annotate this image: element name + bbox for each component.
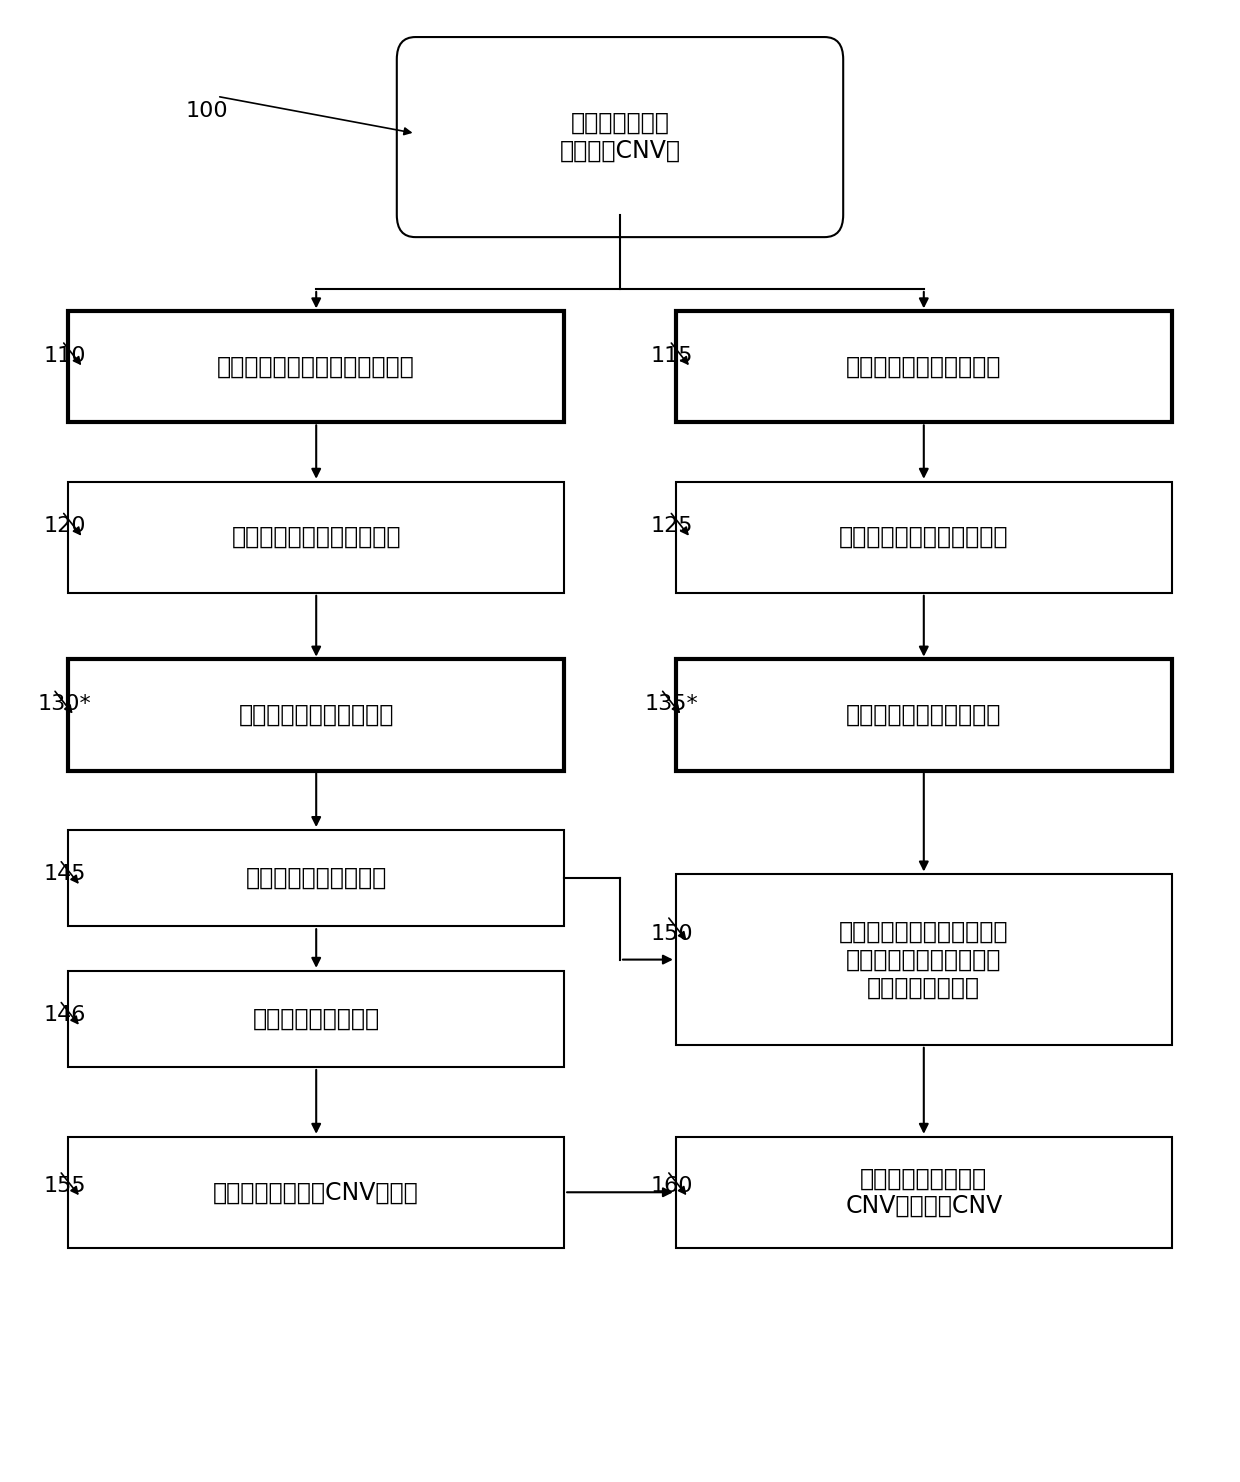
FancyBboxPatch shape <box>68 311 564 422</box>
FancyBboxPatch shape <box>68 482 564 593</box>
Text: 150: 150 <box>651 923 693 944</box>
FancyBboxPatch shape <box>676 659 1172 771</box>
Text: 测序合格核酸的至少一部分: 测序合格核酸的至少一部分 <box>232 525 401 550</box>
FancyBboxPatch shape <box>68 1137 564 1248</box>
Text: 115: 115 <box>651 345 693 366</box>
FancyBboxPatch shape <box>676 482 1172 593</box>
Text: 测序测试核酸的至少一部分: 测序测试核酸的至少一部分 <box>839 525 1008 550</box>
Text: 130*: 130* <box>37 694 91 714</box>
Text: 鉴定合格的归一化序列: 鉴定合格的归一化序列 <box>246 865 387 891</box>
Text: 确定测试序列标签覆盖率: 确定测试序列标签覆盖率 <box>846 702 1002 728</box>
Text: 100: 100 <box>186 101 228 122</box>
Text: 146: 146 <box>43 1005 86 1026</box>
Text: 确定合格的序列剂量: 确定合格的序列剂量 <box>253 1006 379 1031</box>
Text: 基于目的序列和相应的归一
化序列的序列标签覆盖率
确定测试序列剂量: 基于目的序列和相应的归一 化序列的序列标签覆盖率 确定测试序列剂量 <box>839 920 1008 999</box>
Text: 获得包含核酸的测试样本: 获得包含核酸的测试样本 <box>846 354 1002 379</box>
Text: 160: 160 <box>651 1175 693 1196</box>
FancyBboxPatch shape <box>676 874 1172 1045</box>
Text: 125: 125 <box>651 516 693 536</box>
Text: 155: 155 <box>43 1175 86 1196</box>
FancyBboxPatch shape <box>68 830 564 926</box>
Text: 145: 145 <box>43 864 86 885</box>
Text: 使用测试序列剂量和
CNV阈值确定CNV: 使用测试序列剂量和 CNV阈值确定CNV <box>846 1166 1002 1218</box>
Text: 135*: 135* <box>645 694 698 714</box>
Text: 120: 120 <box>43 516 86 536</box>
FancyBboxPatch shape <box>676 311 1172 422</box>
FancyBboxPatch shape <box>676 1137 1172 1248</box>
Text: 110: 110 <box>43 345 86 366</box>
Text: 获得包含核酸的合格／训练样本: 获得包含核酸的合格／训练样本 <box>217 354 415 379</box>
FancyBboxPatch shape <box>68 971 564 1067</box>
Text: 确定拷贝数变化（CNV）阈值: 确定拷贝数变化（CNV）阈值 <box>213 1180 419 1205</box>
Text: 评估序列的拷贝
数变化（CNV）: 评估序列的拷贝 数变化（CNV） <box>559 111 681 163</box>
FancyBboxPatch shape <box>397 37 843 237</box>
FancyBboxPatch shape <box>68 659 564 771</box>
Text: 确定合格序列标签覆盖率: 确定合格序列标签覆盖率 <box>238 702 394 728</box>
